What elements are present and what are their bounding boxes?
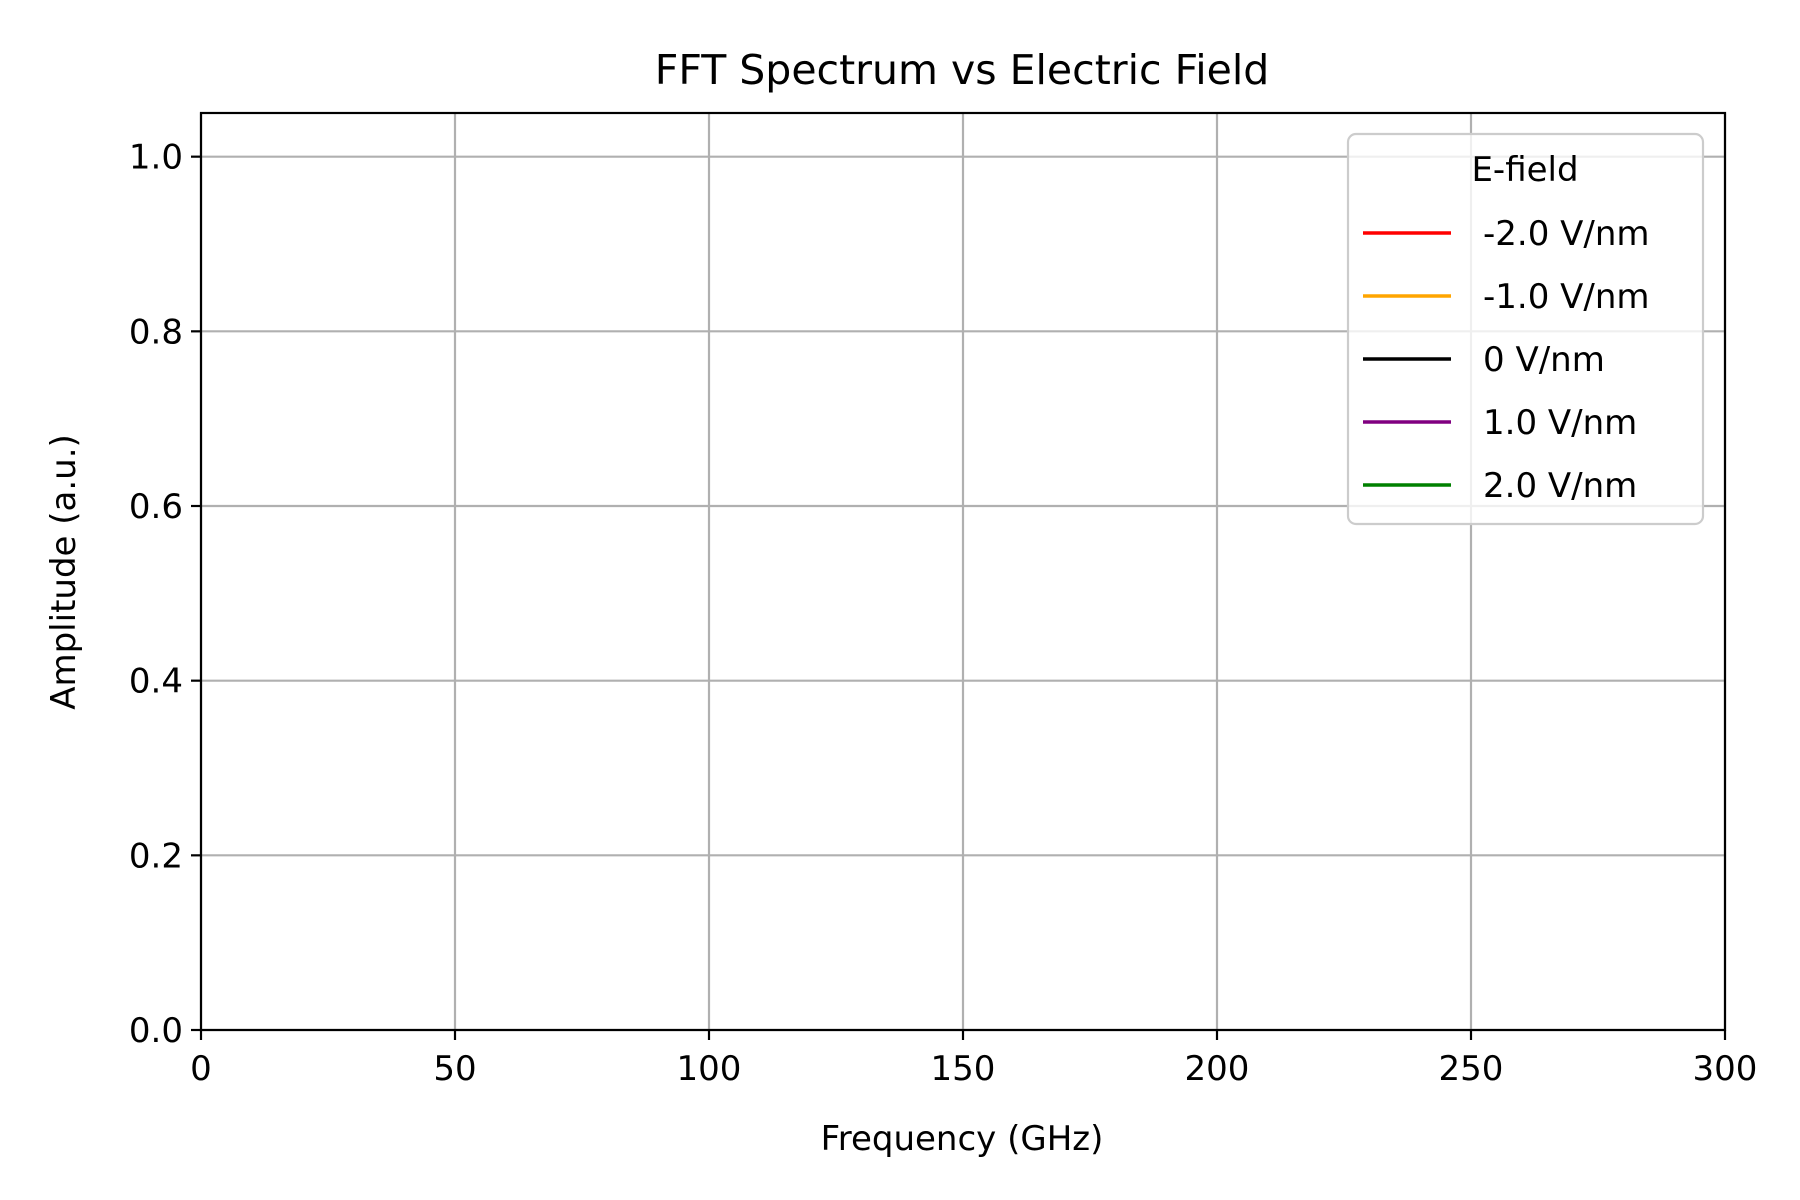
legend-label: -1.0 V/nm — [1483, 277, 1650, 317]
y-tick-label: 0.8 — [129, 312, 183, 352]
legend-label: 2.0 V/nm — [1483, 466, 1637, 506]
legend-label: -2.0 V/nm — [1483, 214, 1650, 254]
y-axis-label: Amplitude (a.u.) — [44, 434, 84, 710]
x-tick-label: 250 — [1439, 1049, 1504, 1089]
x-tick-label: 200 — [1185, 1049, 1250, 1089]
x-tick-label: 50 — [433, 1049, 476, 1089]
legend: E-field -2.0 V/nm -1.0 V/nm 0 V/nm 1.0 V/nm… — [1346, 132, 1705, 526]
x-tick-label: 0 — [190, 1049, 212, 1089]
x-tick-label: 150 — [931, 1049, 996, 1089]
legend-label: 1.0 V/nm — [1483, 403, 1637, 443]
chart-title: FFT Spectrum vs Electric Field — [655, 46, 1269, 94]
x-axis-ticks: 0 50 100 150 200 250 300 — [190, 1030, 1757, 1089]
x-tick-label: 100 — [677, 1049, 742, 1089]
y-tick-label: 0.4 — [129, 662, 183, 702]
legend-label: 0 V/nm — [1483, 340, 1605, 380]
y-tick-label: 0.0 — [129, 1011, 183, 1051]
y-axis-ticks: 0.0 0.2 0.4 0.6 0.8 1.0 — [129, 138, 201, 1051]
x-tick-label: 300 — [1693, 1049, 1758, 1089]
y-tick-label: 1.0 — [129, 138, 183, 178]
legend-title: E-field — [1471, 150, 1578, 190]
legend-items: -2.0 V/nm -1.0 V/nm 0 V/nm 1.0 V/nm 2.0 V/nm — [1363, 214, 1650, 506]
y-tick-label: 0.2 — [129, 836, 183, 876]
x-axis-label: Frequency (GHz) — [821, 1119, 1104, 1159]
y-tick-label: 0.6 — [129, 487, 183, 527]
